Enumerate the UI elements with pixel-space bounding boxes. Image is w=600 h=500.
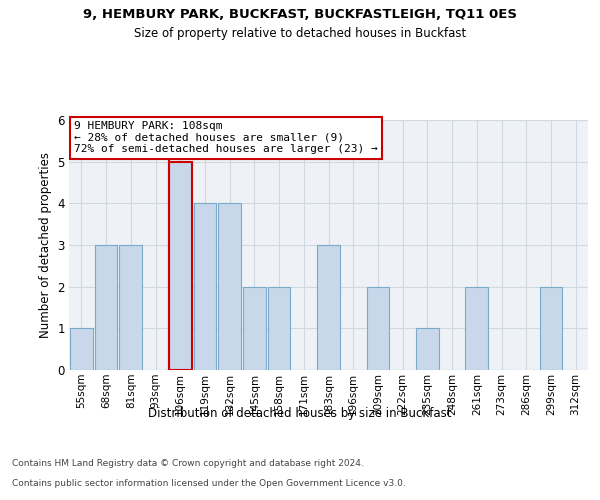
Bar (169, 162, 191, 370)
Text: 9 HEMBURY PARK: 108sqm
← 28% of detached houses are smaller (9)
72% of semi-deta: 9 HEMBURY PARK: 108sqm ← 28% of detached… (74, 121, 378, 154)
Text: Contains HM Land Registry data © Crown copyright and database right 2024.: Contains HM Land Registry data © Crown c… (12, 458, 364, 468)
Bar (95, 245, 118, 370)
Bar (119, 245, 142, 370)
Text: Distribution of detached houses by size in Buckfast: Distribution of detached houses by size … (148, 408, 452, 420)
Bar (466, 286, 488, 370)
Bar (416, 328, 439, 370)
Bar (539, 286, 562, 370)
Bar (70, 328, 93, 370)
Bar (367, 286, 389, 370)
Bar (218, 204, 241, 370)
Bar (243, 286, 266, 370)
Text: 9, HEMBURY PARK, BUCKFAST, BUCKFASTLEIGH, TQ11 0ES: 9, HEMBURY PARK, BUCKFAST, BUCKFASTLEIGH… (83, 8, 517, 20)
Text: Contains public sector information licensed under the Open Government Licence v3: Contains public sector information licen… (12, 478, 406, 488)
Text: Size of property relative to detached houses in Buckfast: Size of property relative to detached ho… (134, 28, 466, 40)
Bar (317, 245, 340, 370)
Y-axis label: Number of detached properties: Number of detached properties (39, 152, 52, 338)
Bar (268, 286, 290, 370)
Bar (194, 204, 216, 370)
